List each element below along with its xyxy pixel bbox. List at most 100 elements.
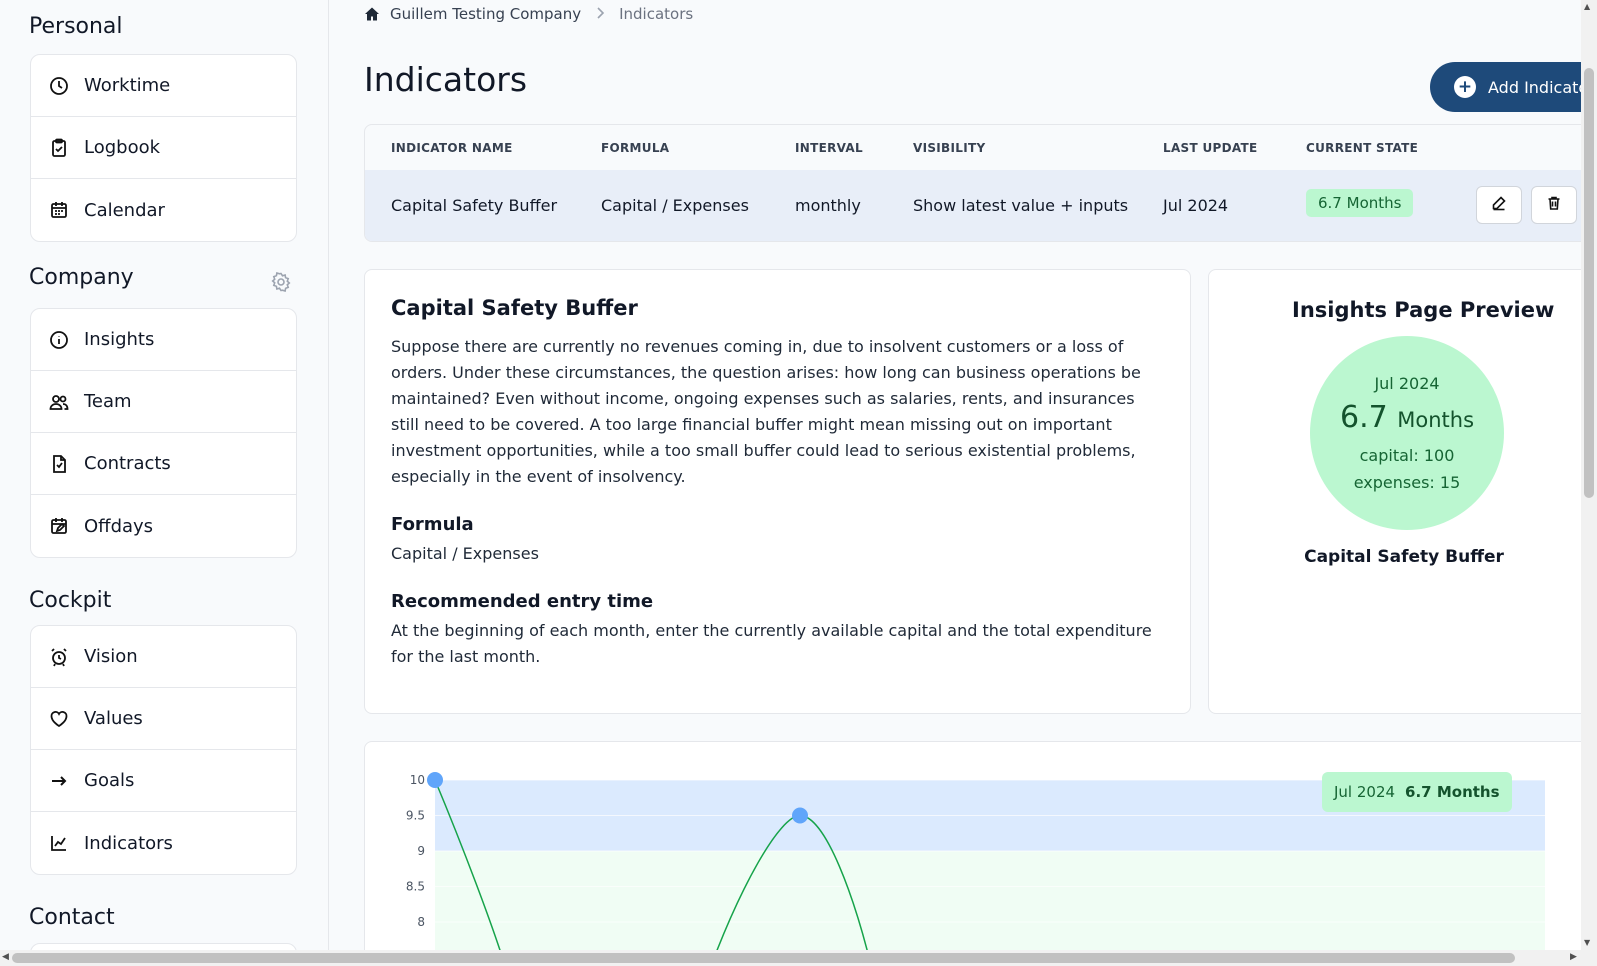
sidebar-item-label: Calendar — [84, 199, 165, 221]
sidebar-item-insights[interactable]: Insights — [31, 309, 296, 371]
preview-value-circle: Jul 2024 6.7 Months capital: 100 expense… — [1310, 336, 1504, 530]
formula-heading: Formula — [391, 514, 474, 535]
table-header: INDICATOR NAME FORMULA INTERVAL VISIBILI… — [365, 125, 1597, 170]
vertical-scrollbar-thumb[interactable] — [1584, 68, 1594, 498]
horizontal-scrollbar[interactable]: ◀ ▶ — [0, 950, 1581, 966]
sidebar-item-vision[interactable]: Vision — [31, 626, 296, 688]
indicator-detail-card: Capital Safety Buffer Suppose there are … — [364, 269, 1191, 714]
section-title-personal: Personal — [29, 14, 123, 39]
column-header-current-state: CURRENT STATE — [1306, 141, 1419, 155]
nav-group-company: Insights Team Contracts Offdays — [30, 308, 297, 558]
heart-icon — [49, 709, 69, 729]
users-icon — [49, 392, 69, 412]
sidebar-item-label: Values — [84, 708, 143, 729]
sidebar-item-team[interactable]: Team — [31, 371, 296, 433]
sidebar-item-label: Worktime — [84, 75, 171, 96]
breadcrumb-current: Indicators — [619, 5, 694, 23]
alarm-icon — [49, 647, 69, 667]
chart-point — [427, 772, 443, 788]
nav-group-personal: Worktime Logbook Calendar — [30, 54, 297, 242]
preview-expenses: expenses: 15 — [1353, 473, 1461, 492]
scroll-left-arrow-icon[interactable]: ◀ — [2, 952, 9, 962]
insights-preview-card: Insights Page Preview Jul 2024 6.7 Month… — [1208, 269, 1597, 714]
sidebar-item-calendar[interactable]: Calendar — [31, 179, 296, 241]
preview-date: Jul 2024 — [1374, 374, 1440, 393]
delete-button[interactable] — [1531, 186, 1577, 224]
cell-last-update: Jul 2024 — [1163, 196, 1229, 215]
sidebar-item-label: Insights — [84, 329, 155, 350]
clock-icon — [49, 76, 69, 96]
calendar-edit-icon — [49, 516, 69, 536]
cell-visibility: Show latest value + inputs — [913, 196, 1129, 215]
edit-button[interactable] — [1476, 186, 1522, 224]
status-badge: 6.7 Months — [1306, 189, 1414, 217]
horizontal-scrollbar-thumb[interactable] — [12, 953, 1515, 963]
sidebar-item-label: Indicators — [84, 832, 173, 854]
arrow-right-icon — [49, 771, 69, 791]
calendar-icon — [49, 200, 69, 220]
section-title-company: Company — [29, 265, 134, 290]
chevron-right-icon — [595, 5, 605, 23]
column-header-visibility: VISIBILITY — [913, 141, 986, 155]
section-title-cockpit: Cockpit — [29, 588, 112, 613]
line-chart-icon — [49, 833, 69, 853]
column-header-formula: FORMULA — [601, 141, 670, 155]
indicator-chart-card: 10 9.5 9 8.5 8 Jul 2024 6.7 Months — [364, 741, 1597, 950]
plus-icon: + — [1454, 76, 1476, 98]
detail-title: Capital Safety Buffer — [391, 296, 638, 320]
sidebar-item-worktime[interactable]: Worktime — [31, 55, 296, 117]
entry-time-heading: Recommended entry time — [391, 591, 654, 612]
chart-point — [792, 807, 808, 824]
trash-icon — [1546, 195, 1562, 215]
add-indicator-button[interactable]: + Add Indicator — [1430, 62, 1597, 112]
sidebar-item-goals[interactable]: Goals — [31, 750, 296, 812]
sidebar-item-label: Goals — [84, 770, 135, 791]
chart-latest-date: Jul 2024 — [1334, 783, 1396, 801]
sidebar-item-indicators[interactable]: Indicators — [31, 812, 296, 874]
table-row[interactable]: Capital Safety Buffer Capital / Expenses… — [365, 170, 1597, 241]
scroll-up-arrow-icon[interactable]: ▲ — [1584, 2, 1591, 11]
nav-group-contact — [30, 943, 297, 950]
detail-description: Suppose there are currently no revenues … — [391, 337, 1141, 486]
sidebar: Personal Worktime Logbook Calendar Compa… — [0, 0, 329, 950]
main-content: Guillem Testing Company Indicators Indic… — [329, 0, 1597, 950]
sidebar-item-label: Offdays — [84, 515, 154, 537]
section-title-contact: Contact — [29, 905, 115, 930]
clipboard-check-icon — [49, 138, 69, 158]
edit-icon — [1491, 195, 1507, 215]
sidebar-item-label: Contracts — [84, 453, 171, 474]
preview-value: 6.7 Months — [1310, 400, 1504, 435]
scroll-right-arrow-icon[interactable]: ▶ — [1570, 952, 1577, 962]
preview-name: Capital Safety Buffer — [1304, 547, 1504, 567]
breadcrumb-home-link[interactable]: Guillem Testing Company — [390, 5, 582, 23]
sidebar-item-contracts[interactable]: Contracts — [31, 433, 296, 495]
breadcrumb: Guillem Testing Company Indicators — [364, 4, 693, 24]
home-icon[interactable] — [364, 6, 380, 22]
gear-icon[interactable] — [271, 271, 291, 293]
column-header-interval: INTERVAL — [795, 141, 863, 155]
add-indicator-label: Add Indicator — [1488, 77, 1595, 97]
nav-group-cockpit: Vision Values Goals Indicators — [30, 625, 297, 875]
preview-title: Insights Page Preview — [1292, 298, 1555, 322]
sidebar-item-logbook[interactable]: Logbook — [31, 117, 296, 179]
sidebar-item-values[interactable]: Values — [31, 688, 296, 750]
sidebar-item-label: Logbook — [84, 137, 161, 158]
chart-y-tick: 9.5 — [406, 809, 425, 823]
preview-unit: Months — [1397, 408, 1475, 432]
preview-number: 6.7 — [1339, 400, 1388, 435]
column-header-name: INDICATOR NAME — [391, 141, 513, 155]
vertical-scrollbar[interactable]: ▲ ▼ — [1581, 0, 1597, 966]
sidebar-item-label: Team — [84, 391, 132, 412]
preview-capital: capital: 100 — [1359, 446, 1455, 465]
cell-interval: monthly — [795, 196, 861, 215]
scroll-down-arrow-icon[interactable]: ▼ — [1584, 938, 1591, 947]
formula-text: Capital / Expenses — [391, 544, 539, 563]
entry-time-text: At the beginning of each month, enter th… — [391, 621, 1152, 666]
column-header-last-update: LAST UPDATE — [1163, 141, 1258, 155]
page-title: Indicators — [364, 60, 528, 99]
cell-name: Capital Safety Buffer — [391, 196, 558, 215]
sidebar-item-label: Vision — [84, 646, 138, 667]
document-check-icon — [49, 454, 69, 474]
sidebar-item-offdays[interactable]: Offdays — [31, 495, 296, 557]
chart-y-tick: 8 — [417, 915, 425, 929]
